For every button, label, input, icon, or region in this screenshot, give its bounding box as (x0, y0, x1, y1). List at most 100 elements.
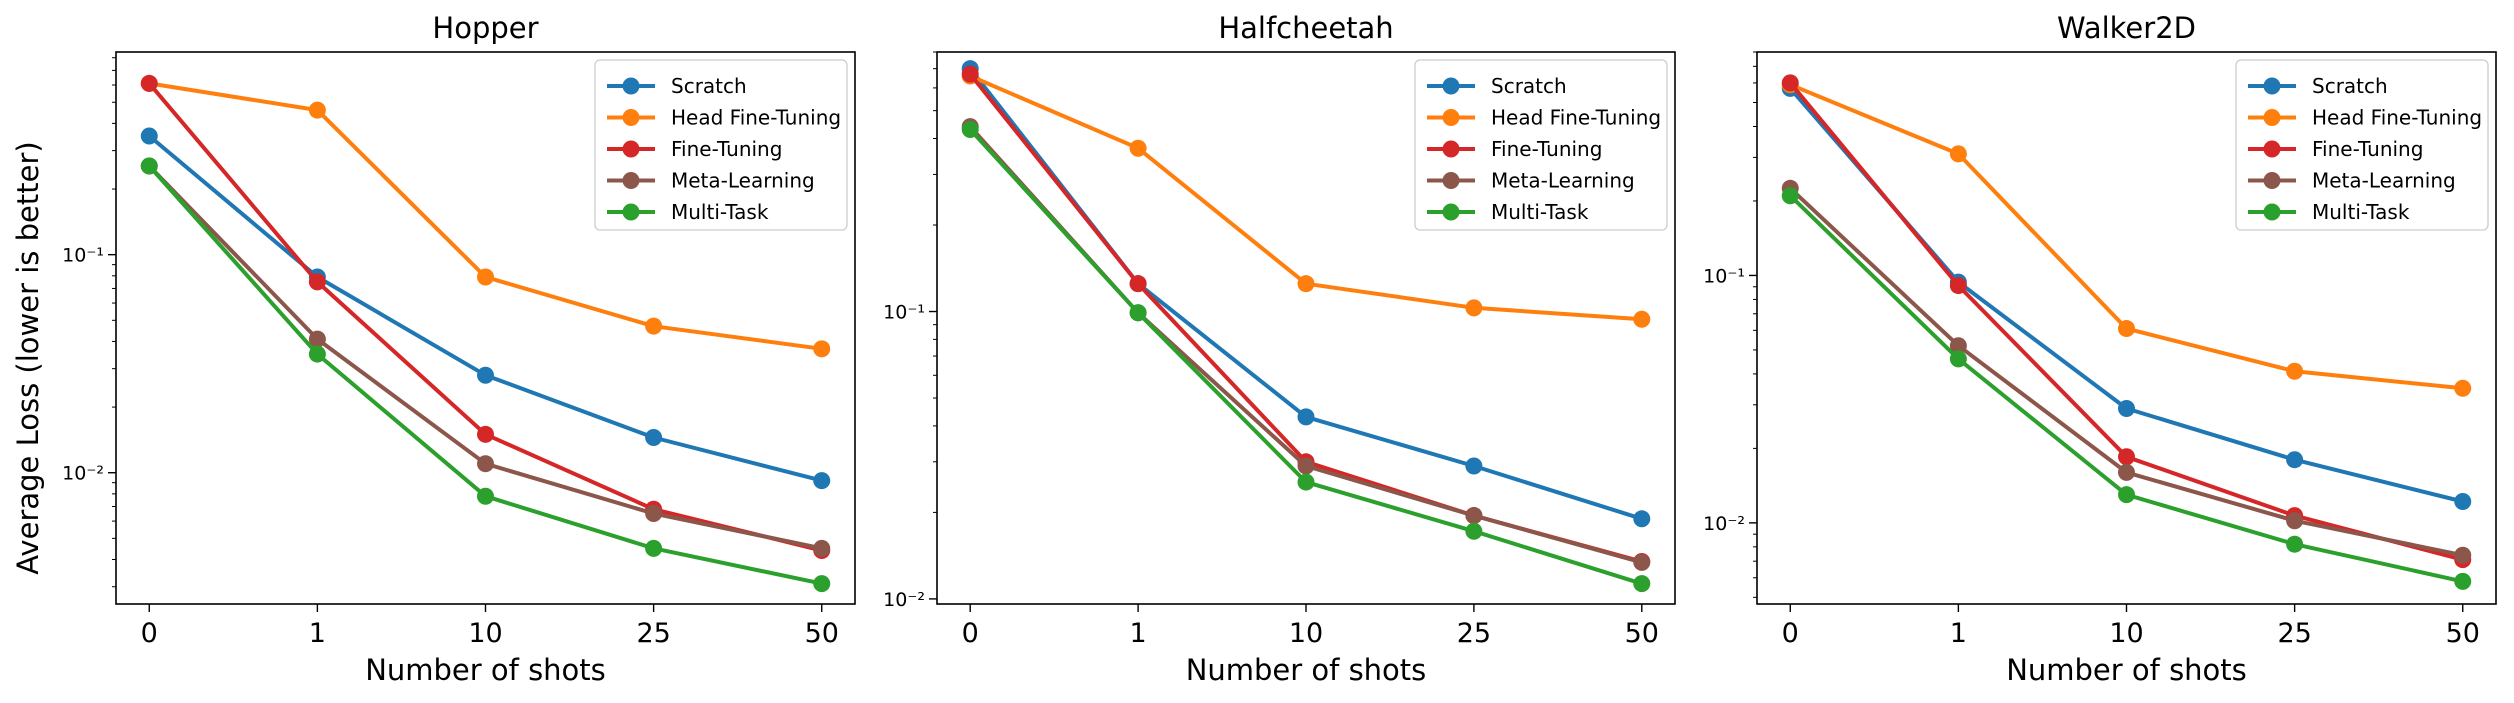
x-tick-label: 25 (1457, 618, 1491, 649)
data-point-head-fine-tuning (1465, 299, 1483, 317)
legend-marker-fine-tuning (2263, 140, 2281, 158)
legend-marker-fine-tuning (622, 140, 640, 158)
y-axis-label: Average Loss (lower is better) (11, 141, 45, 574)
legend-marker-meta-learning (622, 172, 640, 189)
data-point-fine-tuning (1781, 74, 1799, 92)
legend: Scratch Head Fine-Tuning Fine-Tuning Meta-L… (594, 59, 848, 231)
x-axis-label: Number of shots (1186, 653, 1427, 687)
x-tick-label: 50 (805, 618, 839, 649)
data-point-multi-task (2286, 535, 2304, 553)
legend-label-meta-learning: Meta-Learning (1491, 169, 1635, 193)
data-point-meta-learning (2454, 546, 2472, 564)
data-point-head-fine-tuning (1949, 145, 1967, 163)
x-tick-label: 10 (1289, 618, 1323, 649)
data-point-fine-tuning (140, 74, 158, 92)
legend-marker-head-fine-tuning (2263, 109, 2281, 126)
legend-label-scratch: Scratch (1491, 74, 1567, 98)
legend-marker-scratch (1442, 77, 1460, 95)
legend-box (2235, 59, 2489, 231)
legend-label-head-fine-tuning: Head Fine-Tuning (1491, 106, 1661, 130)
y-tick-label: 10⁻² (62, 463, 104, 485)
data-point-meta-learning (1465, 507, 1483, 525)
data-point-multi-task (1465, 522, 1483, 540)
data-point-scratch (1297, 408, 1315, 426)
data-point-head-fine-tuning (2286, 362, 2304, 380)
data-point-meta-learning (1297, 457, 1315, 475)
legend-marker-multi-task (2263, 203, 2281, 221)
legend-marker-head-fine-tuning (1442, 109, 1460, 126)
data-point-head-fine-tuning (2118, 320, 2135, 338)
chart-title: Hopper (432, 11, 538, 45)
data-point-scratch (1633, 510, 1651, 528)
data-point-meta-learning (308, 330, 326, 348)
legend-marker-multi-task (622, 203, 640, 221)
legend-label-multi-task: Multi-Task (671, 200, 769, 224)
data-point-multi-task (813, 575, 831, 593)
chart-panel-hopper: Hopper 0 1 10 25 50 Number of shots 10⁻¹ 10⁻² Scr… (62, 11, 856, 687)
legend: Scratch Head Fine-Tuning Fine-Tuning Meta-L… (1414, 59, 1668, 231)
x-tick-label: 0 (962, 618, 979, 649)
data-point-scratch (813, 472, 831, 490)
data-point-scratch (2118, 399, 2135, 417)
legend-marker-scratch (622, 77, 640, 95)
legend-label-head-fine-tuning: Head Fine-Tuning (671, 106, 841, 130)
data-point-head-fine-tuning (813, 340, 831, 358)
legend-label-meta-learning: Meta-Learning (2312, 169, 2456, 193)
data-point-head-fine-tuning (477, 268, 494, 286)
legend-marker-scratch (2263, 77, 2281, 95)
data-point-multi-task (961, 120, 979, 138)
data-point-meta-learning (1633, 553, 1651, 571)
legend-label-scratch: Scratch (671, 74, 747, 98)
legend-label-fine-tuning: Fine-Tuning (1491, 137, 1602, 161)
legend-marker-head-fine-tuning (622, 109, 640, 126)
y-tick-label: 10⁻¹ (1703, 265, 1745, 287)
x-tick-label: 0 (141, 618, 158, 649)
data-point-fine-tuning (308, 273, 326, 291)
legend-box (594, 59, 848, 231)
legend-marker-multi-task (1442, 203, 1460, 221)
x-tick-label: 1 (1950, 618, 1967, 649)
legend-label-fine-tuning: Fine-Tuning (2312, 137, 2423, 161)
legend-label-fine-tuning: Fine-Tuning (671, 137, 782, 161)
data-point-multi-task (1129, 304, 1147, 322)
data-point-meta-learning (645, 505, 663, 523)
data-point-scratch (645, 429, 663, 447)
data-point-scratch (140, 127, 158, 145)
data-point-multi-task (1949, 350, 1967, 368)
series-line-multi-task (1788, 194, 2464, 584)
legend-label-meta-learning: Meta-Learning (671, 169, 815, 193)
data-point-multi-task (140, 157, 158, 175)
data-point-multi-task (2118, 486, 2135, 504)
legend-marker-fine-tuning (1442, 140, 1460, 158)
data-point-multi-task (2454, 572, 2472, 590)
x-tick-label: 10 (2109, 618, 2143, 649)
x-tick-label: 25 (636, 618, 670, 649)
y-tick-label: 10⁻¹ (883, 302, 925, 324)
data-point-multi-task (308, 345, 326, 363)
data-point-multi-task (1633, 575, 1651, 593)
x-tick-label: 50 (1625, 618, 1659, 649)
x-tick-label: 25 (2277, 618, 2311, 649)
data-point-fine-tuning (1949, 277, 1967, 295)
data-point-fine-tuning (2118, 448, 2135, 466)
legend-marker-meta-learning (2263, 172, 2281, 189)
data-point-meta-learning (2286, 512, 2304, 530)
data-point-head-fine-tuning (2454, 379, 2472, 397)
data-point-head-fine-tuning (1297, 275, 1315, 293)
x-tick-label: 0 (1782, 618, 1799, 649)
chart-title: Halfcheetah (1218, 11, 1393, 45)
legend: Scratch Head Fine-Tuning Fine-Tuning Meta-L… (2235, 59, 2489, 231)
data-point-head-fine-tuning (645, 317, 663, 335)
data-point-multi-task (645, 539, 663, 557)
legend-label-multi-task: Multi-Task (2312, 200, 2410, 224)
data-point-scratch (2286, 451, 2304, 469)
data-point-head-fine-tuning (1633, 310, 1651, 328)
chart-title: Walker2D (2057, 11, 2196, 45)
legend-label-scratch: Scratch (2312, 74, 2388, 98)
y-tick-label: 10⁻² (883, 589, 925, 611)
chart-panel-halfcheetah: Halfcheetah 0 1 10 25 50 Number of shots 10⁻¹ 10… (883, 11, 1676, 687)
data-point-head-fine-tuning (308, 101, 326, 119)
x-tick-label: 50 (2446, 618, 2480, 649)
legend-box (1414, 59, 1668, 231)
